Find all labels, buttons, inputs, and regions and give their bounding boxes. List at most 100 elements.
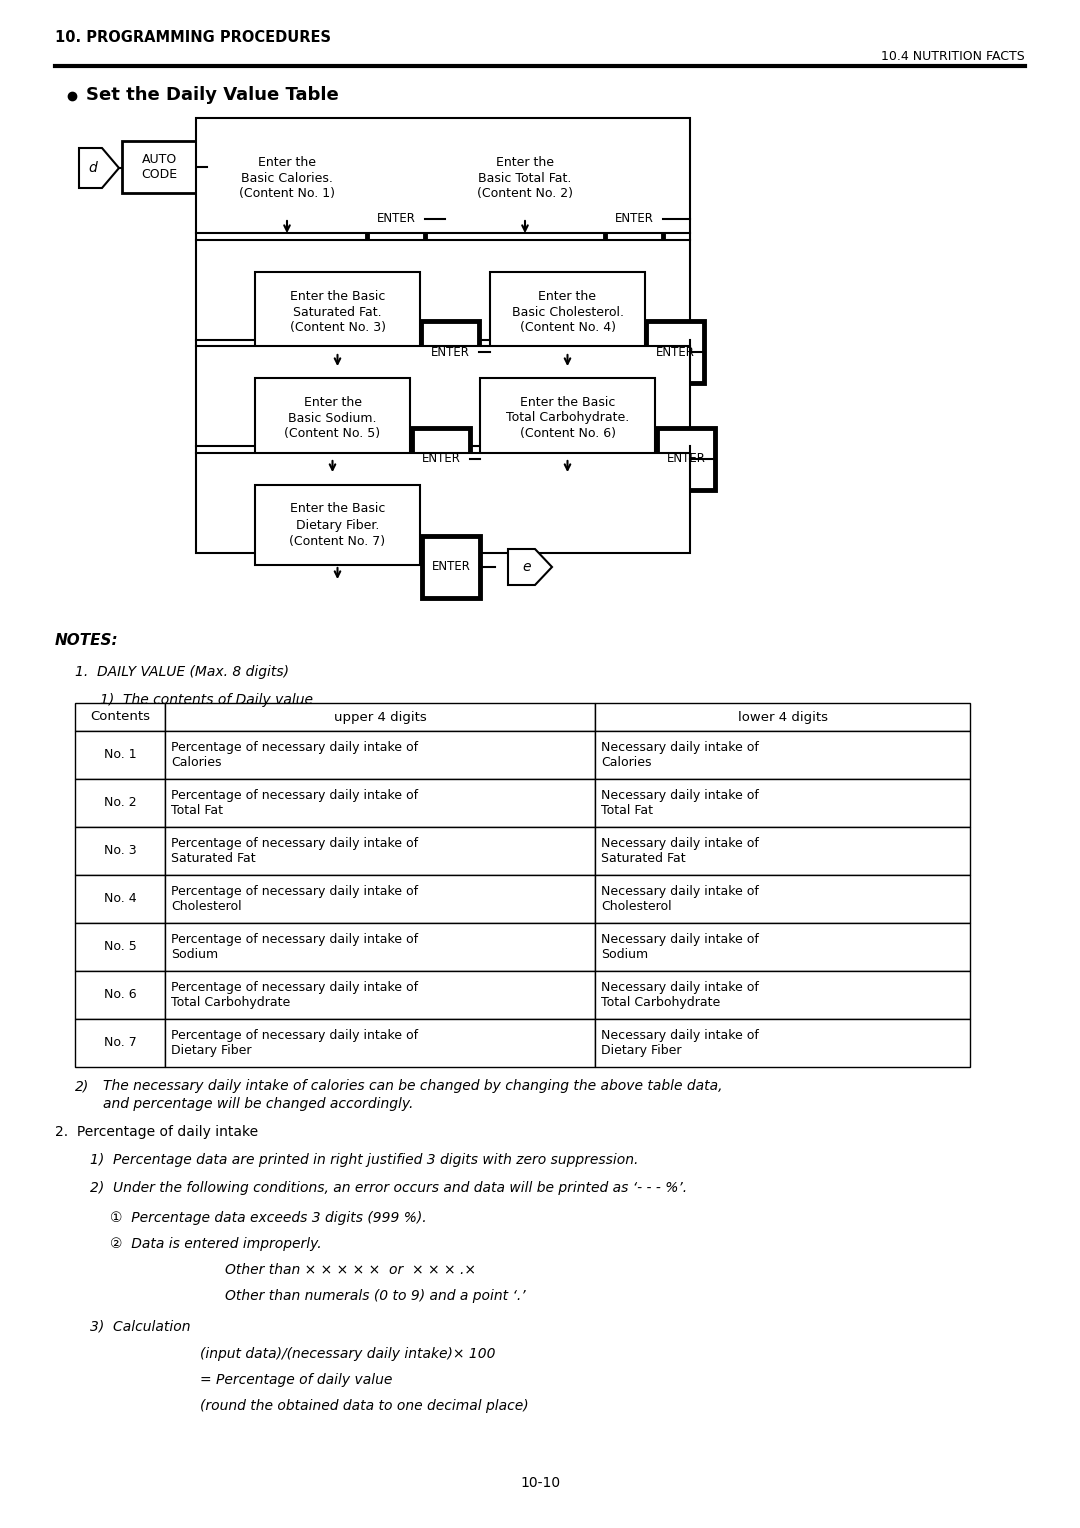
Bar <box>595 827 970 876</box>
Text: ENTER: ENTER <box>431 345 470 359</box>
Bar <box>165 827 595 876</box>
Text: Enter the Basic
Dietary Fiber.
(Content No. 7): Enter the Basic Dietary Fiber. (Content … <box>289 503 386 547</box>
Text: 1)  The contents of Daily value: 1) The contents of Daily value <box>100 694 313 707</box>
Bar <box>646 321 704 384</box>
Bar <box>195 345 690 446</box>
Text: 2.  Percentage of daily intake: 2. Percentage of daily intake <box>55 1125 258 1138</box>
Text: ENTER: ENTER <box>615 212 653 226</box>
Bar <box>445 138 605 219</box>
Text: Necessary daily intake of
Total Carbohydrate: Necessary daily intake of Total Carbohyd… <box>600 981 759 1010</box>
Text: e: e <box>523 559 531 575</box>
Bar <box>595 779 970 827</box>
Text: Other than numerals (0 to 9) and a point ‘.’: Other than numerals (0 to 9) and a point… <box>225 1290 526 1303</box>
Text: Percentage of necessary daily intake of
Cholesterol: Percentage of necessary daily intake of … <box>171 885 418 914</box>
Text: 2)  Under the following conditions, an error occurs and data will be printed as : 2) Under the following conditions, an er… <box>90 1181 687 1195</box>
Bar <box>75 923 165 970</box>
Text: Enter the
Basic Cholesterol.
(Content No. 4): Enter the Basic Cholesterol. (Content No… <box>512 289 623 335</box>
Bar <box>165 970 595 1019</box>
Text: ENTER: ENTER <box>377 212 416 226</box>
Text: 10.4 NUTRITION FACTS: 10.4 NUTRITION FACTS <box>881 50 1025 63</box>
Bar <box>195 118 690 232</box>
Text: No. 4: No. 4 <box>104 892 136 906</box>
Text: upper 4 digits: upper 4 digits <box>334 711 427 723</box>
Text: No. 7: No. 7 <box>104 1036 136 1050</box>
Text: 1)  Percentage data are printed in right justified 3 digits with zero suppressio: 1) Percentage data are printed in right … <box>90 1154 638 1167</box>
Text: ENTER: ENTER <box>666 452 705 466</box>
Bar <box>195 240 690 341</box>
Bar <box>595 876 970 923</box>
Text: (input data)/(necessary daily intake)× 100: (input data)/(necessary daily intake)× 1… <box>200 1348 496 1361</box>
Text: ENTER: ENTER <box>656 345 694 359</box>
Text: 10-10: 10-10 <box>519 1476 561 1490</box>
Bar <box>207 138 367 219</box>
Text: (round the obtained data to one decimal place): (round the obtained data to one decimal … <box>200 1400 528 1413</box>
Bar <box>122 141 197 193</box>
Polygon shape <box>79 148 119 188</box>
Text: 2): 2) <box>75 1079 90 1093</box>
Text: Set the Daily Value Table: Set the Daily Value Table <box>86 86 339 104</box>
Bar <box>367 188 426 251</box>
Text: 10. PROGRAMMING PROCEDURES: 10. PROGRAMMING PROCEDURES <box>55 31 330 44</box>
Text: Necessary daily intake of
Calories: Necessary daily intake of Calories <box>600 741 759 769</box>
Text: Percentage of necessary daily intake of
Total Carbohydrate: Percentage of necessary daily intake of … <box>171 981 418 1010</box>
Text: Percentage of necessary daily intake of
Dietary Fiber: Percentage of necessary daily intake of … <box>171 1028 418 1057</box>
Text: d: d <box>89 160 97 176</box>
Text: Necessary daily intake of
Saturated Fat: Necessary daily intake of Saturated Fat <box>600 837 759 865</box>
Bar <box>75 703 165 730</box>
Text: Necessary daily intake of
Cholesterol: Necessary daily intake of Cholesterol <box>600 885 759 914</box>
Bar <box>605 188 663 251</box>
Text: Percentage of necessary daily intake of
Saturated Fat: Percentage of necessary daily intake of … <box>171 837 418 865</box>
Polygon shape <box>508 549 552 585</box>
Text: No. 5: No. 5 <box>104 941 136 953</box>
Bar <box>411 428 470 490</box>
Text: Necessary daily intake of
Dietary Fiber: Necessary daily intake of Dietary Fiber <box>600 1028 759 1057</box>
Text: The necessary daily intake of calories can be changed by changing the above tabl: The necessary daily intake of calories c… <box>103 1079 723 1111</box>
Text: Percentage of necessary daily intake of
Calories: Percentage of necessary daily intake of … <box>171 741 418 769</box>
Bar <box>165 730 595 779</box>
Text: Enter the
Basic Sodium.
(Content No. 5): Enter the Basic Sodium. (Content No. 5) <box>284 396 380 440</box>
Bar <box>165 876 595 923</box>
Bar <box>480 377 654 458</box>
Text: ENTER: ENTER <box>421 452 460 466</box>
Bar <box>165 779 595 827</box>
Bar <box>657 428 715 490</box>
Bar <box>165 923 595 970</box>
Text: Necessary daily intake of
Sodium: Necessary daily intake of Sodium <box>600 932 759 961</box>
Text: No. 2: No. 2 <box>104 796 136 810</box>
Text: Percentage of necessary daily intake of
Total Fat: Percentage of necessary daily intake of … <box>171 788 418 817</box>
Text: NOTES:: NOTES: <box>55 633 119 648</box>
Text: Enter the Basic
Saturated Fat.
(Content No. 3): Enter the Basic Saturated Fat. (Content … <box>289 289 386 335</box>
Text: Enter the
Basic Total Fat.
(Content No. 2): Enter the Basic Total Fat. (Content No. … <box>477 156 573 200</box>
Text: No. 1: No. 1 <box>104 749 136 761</box>
Bar <box>595 730 970 779</box>
Text: 1.  DAILY VALUE (Max. 8 digits): 1. DAILY VALUE (Max. 8 digits) <box>75 665 289 678</box>
Bar <box>75 876 165 923</box>
Bar <box>595 703 970 730</box>
Text: ①  Percentage data exceeds 3 digits (999 %).: ① Percentage data exceeds 3 digits (999 … <box>110 1212 427 1225</box>
Bar <box>75 1019 165 1067</box>
Bar <box>422 536 480 597</box>
Bar <box>421 321 480 384</box>
Text: Percentage of necessary daily intake of
Sodium: Percentage of necessary daily intake of … <box>171 932 418 961</box>
Bar <box>255 484 420 565</box>
Text: Enter the Basic
Total Carbohydrate.
(Content No. 6): Enter the Basic Total Carbohydrate. (Con… <box>505 396 630 440</box>
Bar <box>75 730 165 779</box>
Bar <box>595 923 970 970</box>
Text: AUTO
CODE: AUTO CODE <box>141 153 177 180</box>
Bar <box>595 1019 970 1067</box>
Text: Contents: Contents <box>90 711 150 723</box>
Bar <box>165 703 595 730</box>
Text: = Percentage of daily value: = Percentage of daily value <box>200 1374 392 1387</box>
Bar <box>75 970 165 1019</box>
Bar <box>75 827 165 876</box>
Text: Other than × × × × ×  or  × × × .×: Other than × × × × × or × × × .× <box>225 1264 476 1277</box>
Text: Necessary daily intake of
Total Fat: Necessary daily intake of Total Fat <box>600 788 759 817</box>
Text: No. 6: No. 6 <box>104 989 136 1001</box>
Bar <box>490 272 645 351</box>
Text: lower 4 digits: lower 4 digits <box>738 711 827 723</box>
Bar <box>595 970 970 1019</box>
Bar <box>255 377 410 458</box>
Text: ENTER: ENTER <box>432 561 471 573</box>
Text: Enter the
Basic Calories.
(Content No. 1): Enter the Basic Calories. (Content No. 1… <box>239 156 335 200</box>
Text: No. 3: No. 3 <box>104 845 136 857</box>
